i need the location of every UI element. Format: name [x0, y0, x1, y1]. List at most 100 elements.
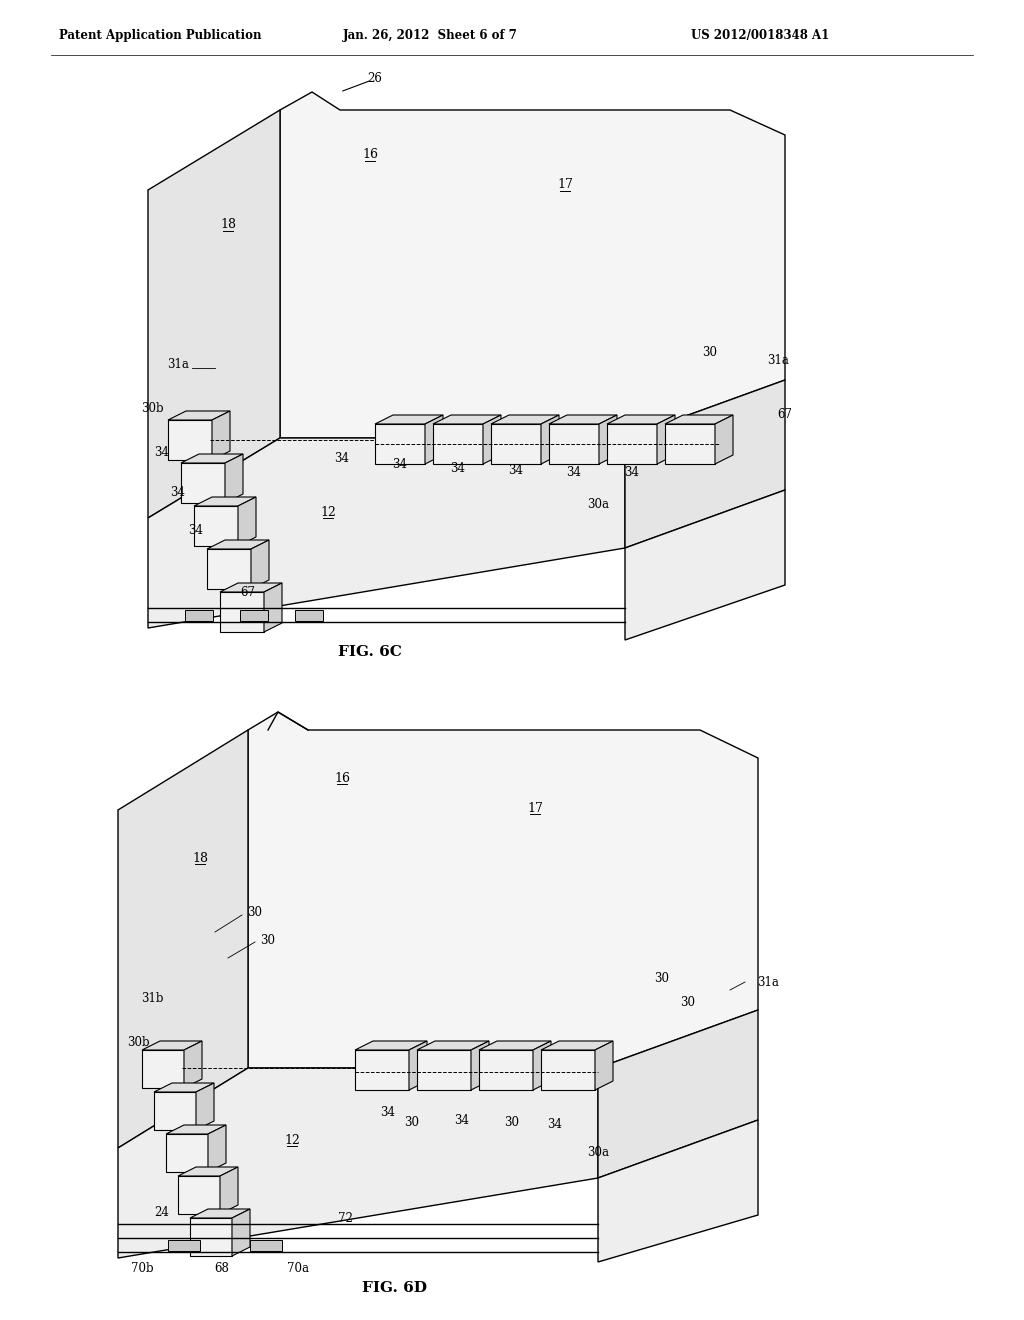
Text: 16: 16 [334, 771, 350, 784]
Bar [250, 1239, 282, 1251]
Text: 70b: 70b [131, 1262, 154, 1275]
Text: 30: 30 [260, 933, 275, 946]
Bar [240, 610, 268, 620]
Text: 26: 26 [368, 71, 382, 84]
Text: 34: 34 [509, 463, 523, 477]
Polygon shape [220, 1167, 238, 1214]
Polygon shape [118, 730, 248, 1148]
Polygon shape [599, 414, 617, 465]
Polygon shape [178, 1176, 220, 1214]
Polygon shape [549, 414, 617, 424]
Text: 34: 34 [548, 1118, 562, 1130]
Polygon shape [625, 380, 785, 548]
Text: 70a: 70a [287, 1262, 309, 1275]
Polygon shape [220, 583, 282, 591]
Text: 12: 12 [321, 506, 336, 519]
Polygon shape [657, 414, 675, 465]
Text: 18: 18 [193, 851, 208, 865]
Polygon shape [425, 414, 443, 465]
Polygon shape [280, 92, 785, 438]
Polygon shape [208, 1125, 226, 1172]
Text: 67: 67 [241, 586, 256, 598]
Polygon shape [190, 1209, 250, 1218]
Text: 30b: 30b [127, 1035, 150, 1048]
Text: 34: 34 [566, 466, 582, 479]
Polygon shape [194, 498, 256, 506]
Polygon shape [541, 1049, 595, 1090]
Polygon shape [471, 1041, 489, 1090]
Polygon shape [417, 1049, 471, 1090]
Polygon shape [238, 498, 256, 546]
Bar [295, 610, 323, 620]
Polygon shape [184, 1041, 202, 1088]
Text: 67: 67 [777, 408, 793, 421]
Text: 34: 34 [381, 1106, 395, 1118]
Polygon shape [168, 411, 230, 420]
Polygon shape [190, 1218, 232, 1257]
Polygon shape [118, 1068, 598, 1258]
Text: 34: 34 [451, 462, 466, 474]
Text: FIG. 6C: FIG. 6C [338, 645, 402, 659]
Polygon shape [483, 414, 501, 465]
Polygon shape [375, 414, 443, 424]
Text: 16: 16 [362, 149, 378, 161]
Text: 30: 30 [702, 346, 718, 359]
Polygon shape [181, 463, 225, 503]
Text: 34: 34 [155, 446, 170, 458]
Polygon shape [264, 583, 282, 632]
Polygon shape [166, 1125, 226, 1134]
Text: 34: 34 [171, 486, 185, 499]
Polygon shape [479, 1041, 551, 1049]
Text: 34: 34 [455, 1114, 469, 1126]
Text: 30: 30 [248, 906, 262, 919]
Text: 17: 17 [527, 801, 543, 814]
Polygon shape [142, 1041, 202, 1049]
Text: 18: 18 [220, 219, 236, 231]
Polygon shape [225, 454, 243, 503]
Polygon shape [168, 420, 212, 459]
Polygon shape [212, 411, 230, 459]
Text: 31a: 31a [757, 975, 779, 989]
Polygon shape [665, 424, 715, 465]
Polygon shape [355, 1049, 409, 1090]
Polygon shape [142, 1049, 184, 1088]
Text: 68: 68 [215, 1262, 229, 1275]
Bar [185, 610, 213, 620]
Polygon shape [417, 1041, 489, 1049]
Text: 31a: 31a [767, 354, 788, 367]
Polygon shape [534, 1041, 551, 1090]
Text: 30: 30 [505, 1115, 519, 1129]
Polygon shape [595, 1041, 613, 1090]
Polygon shape [598, 1010, 758, 1177]
Text: 30a: 30a [587, 1146, 609, 1159]
Polygon shape [665, 414, 733, 424]
Polygon shape [409, 1041, 427, 1090]
Polygon shape [207, 549, 251, 589]
Text: FIG. 6D: FIG. 6D [362, 1280, 427, 1295]
Text: 34: 34 [392, 458, 408, 470]
Polygon shape [154, 1092, 196, 1130]
Polygon shape [220, 591, 264, 632]
Polygon shape [598, 1119, 758, 1262]
Text: Patent Application Publication: Patent Application Publication [58, 29, 261, 41]
Polygon shape [490, 424, 541, 465]
Polygon shape [490, 414, 559, 424]
Polygon shape [607, 424, 657, 465]
Text: 34: 34 [188, 524, 204, 536]
Text: 12: 12 [284, 1134, 300, 1147]
Polygon shape [375, 424, 425, 465]
Polygon shape [541, 1041, 613, 1049]
Text: 30a: 30a [587, 499, 609, 511]
Polygon shape [715, 414, 733, 465]
Text: 31a: 31a [167, 359, 189, 371]
Polygon shape [433, 424, 483, 465]
Text: 30: 30 [654, 972, 670, 985]
Text: Jan. 26, 2012  Sheet 6 of 7: Jan. 26, 2012 Sheet 6 of 7 [343, 29, 517, 41]
Polygon shape [148, 110, 280, 517]
Polygon shape [196, 1082, 214, 1130]
Text: 34: 34 [335, 451, 349, 465]
Polygon shape [207, 540, 269, 549]
Text: US 2012/0018348 A1: US 2012/0018348 A1 [691, 29, 829, 41]
Text: 30: 30 [404, 1115, 420, 1129]
Text: 72: 72 [338, 1212, 352, 1225]
